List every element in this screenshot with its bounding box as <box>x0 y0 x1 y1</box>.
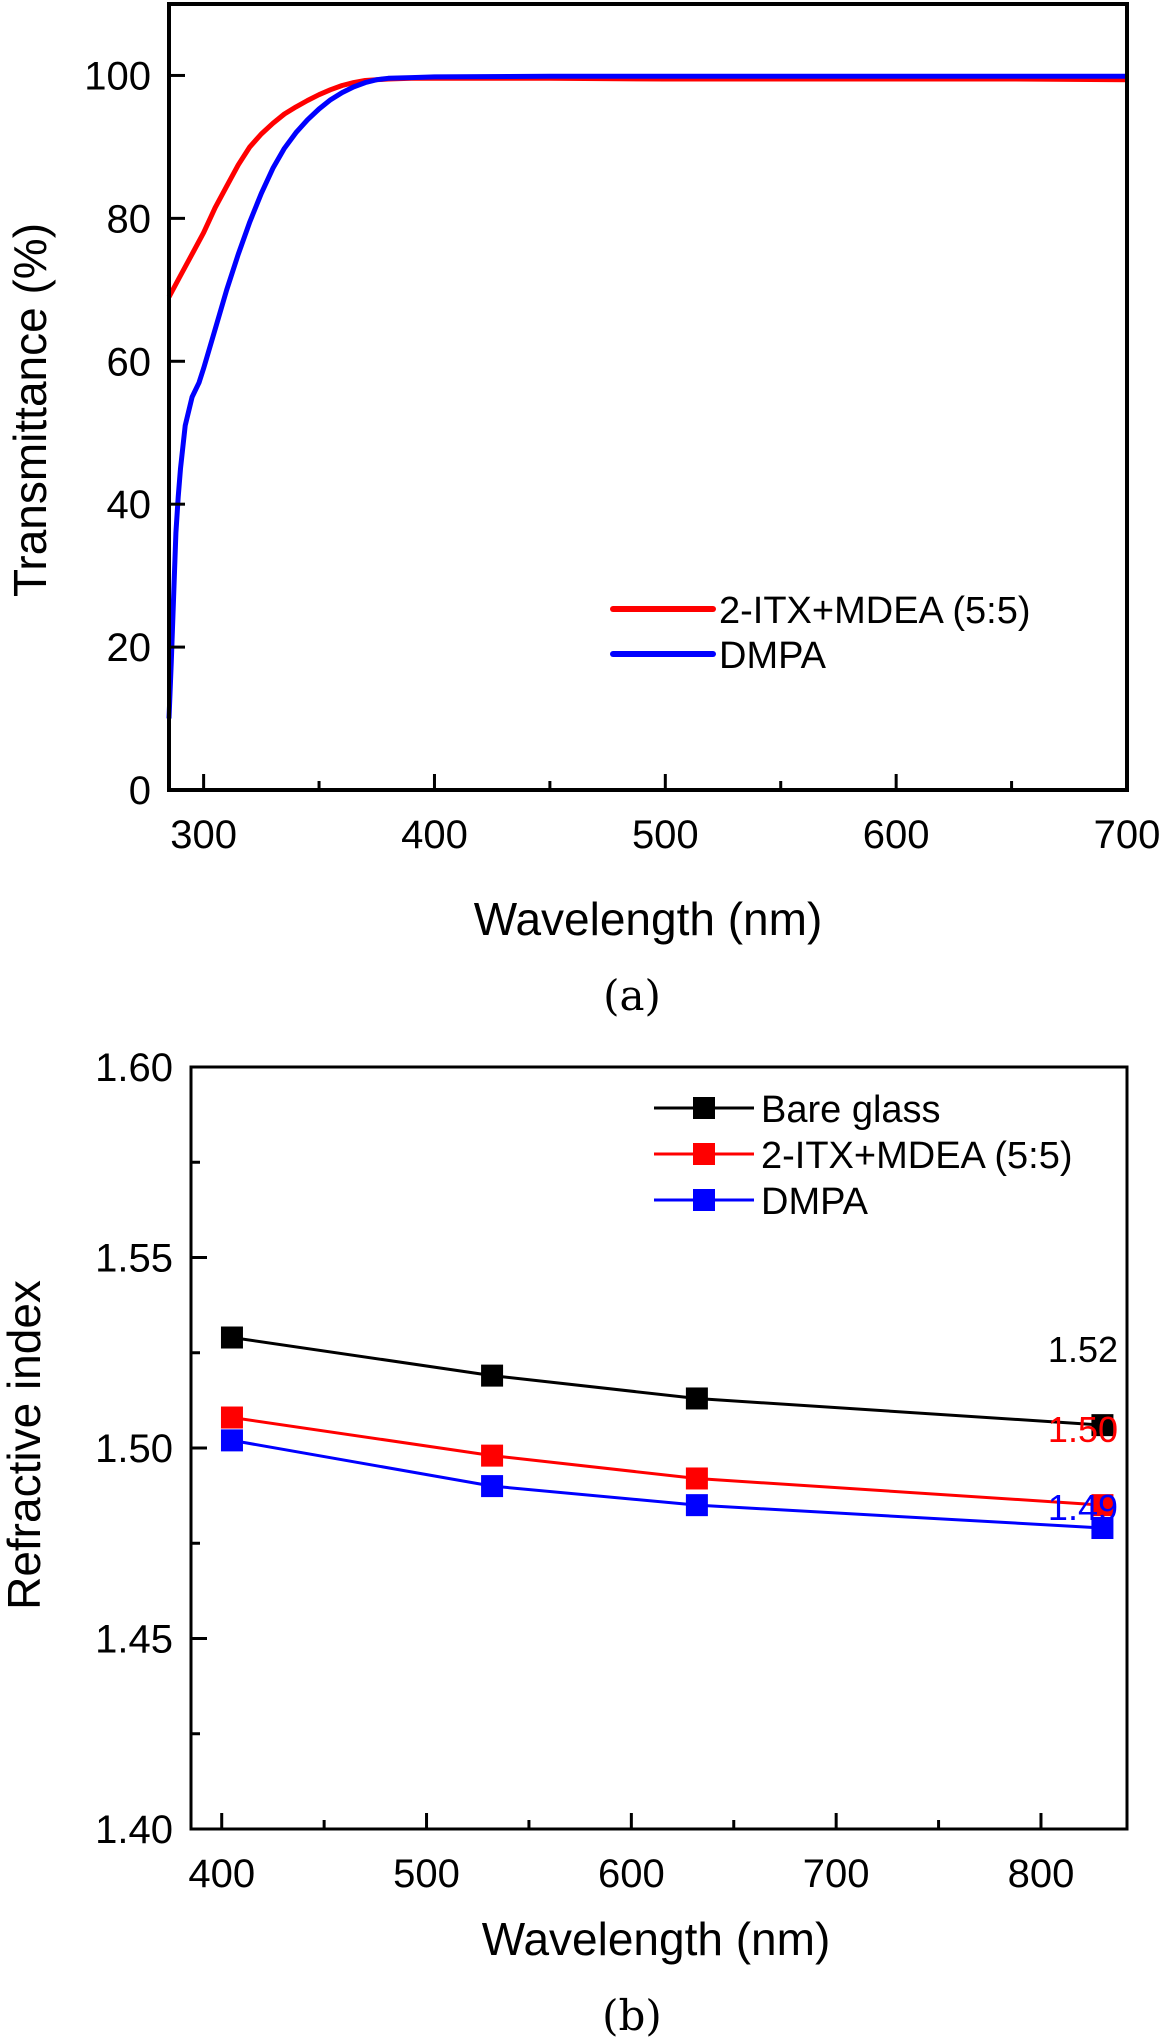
x-axis-ticks: 300 400 500 600 700 <box>170 774 1160 857</box>
data-point-marker <box>1091 1494 1114 1517</box>
x-tick-label: 400 <box>401 813 468 857</box>
legend-swatch-marker <box>693 1143 715 1165</box>
legend-label: Bare glass <box>761 1089 941 1131</box>
y-axis-ticks: 1.40 1.45 1.50 1.55 1.60 <box>95 1046 207 1852</box>
series-line <box>231 1416 1103 1507</box>
x-tick-label: 700 <box>1094 813 1161 857</box>
plot-area <box>220 1326 1114 1540</box>
data-point-marker <box>685 1494 708 1517</box>
plot-area <box>166 73 1128 719</box>
data-point-marker <box>685 1467 708 1490</box>
data-point-marker <box>220 1429 243 1452</box>
panel-a-transmittance-chart: 300 400 500 600 700 0 20 40 60 80 100 Wavelength … <box>4 2 1160 1020</box>
axes-border <box>189 1065 1129 1831</box>
value-annotation: 1.50 <box>1048 1409 1118 1450</box>
data-point-marker <box>481 1444 504 1467</box>
x-axis-ticks: 400 500 600 700 800 <box>188 1813 1074 1896</box>
data-point-marker <box>1091 1517 1114 1540</box>
x-tick-label: 800 <box>1008 1852 1075 1896</box>
series-line <box>231 1438 1103 1530</box>
x-tick-label: 600 <box>863 813 930 857</box>
y-tick-label: 1.45 <box>95 1618 173 1662</box>
data-point-marker <box>1091 1414 1114 1437</box>
data-point-marker <box>481 1364 504 1387</box>
legend-label: DMPA <box>719 635 827 677</box>
y-tick-label: 1.40 <box>95 1808 173 1852</box>
y-tick-label: 40 <box>107 483 152 527</box>
axes-frame <box>167 2 1129 792</box>
series-line-2itx-mdea <box>166 75 1128 299</box>
panel-caption-b: (b) <box>602 1991 662 2040</box>
x-tick-label: 400 <box>188 1852 255 1896</box>
data-point-marker <box>220 1326 243 1349</box>
y-tick-label: 20 <box>107 626 152 670</box>
value-annotations: 1.52 1.50 1.49 <box>1048 1329 1118 1528</box>
y-axis-title: Transmittance (%) <box>4 223 56 597</box>
x-axis-title: Wavelength (nm) <box>474 893 823 945</box>
panel-b-refractive-index-chart: 400 500 600 700 800 1.40 1.45 1.50 1.55 1.60 Wav… <box>0 1046 1129 2040</box>
legend-swatch-marker <box>693 1189 715 1211</box>
y-tick-label: 1.60 <box>95 1046 173 1090</box>
legend-label: 2-ITX+MDEA (5:5) <box>719 590 1030 632</box>
y-tick-label: 0 <box>129 769 151 813</box>
y-tick-label: 60 <box>107 340 152 384</box>
y-axis-title: Refractive index <box>0 1280 50 1610</box>
value-annotation: 1.52 <box>1048 1329 1118 1370</box>
x-tick-label: 500 <box>632 813 699 857</box>
y-tick-label: 100 <box>84 54 151 98</box>
x-tick-label: 500 <box>393 1852 460 1896</box>
data-point-marker <box>481 1475 504 1498</box>
axes-border <box>167 2 1129 792</box>
legend-label: DMPA <box>761 1181 869 1223</box>
y-axis-ticks: 0 20 40 60 80 100 <box>84 54 185 813</box>
x-tick-label: 300 <box>170 813 237 857</box>
series-line <box>231 1336 1103 1427</box>
axes-frame <box>189 1065 1129 1831</box>
y-tick-label: 1.50 <box>95 1427 173 1471</box>
data-point-marker <box>685 1387 708 1410</box>
x-axis-title: Wavelength (nm) <box>482 1913 831 1965</box>
legend-swatch-marker <box>693 1097 715 1119</box>
legend: 2-ITX+MDEA (5:5)DMPA <box>610 590 1030 677</box>
value-annotation: 1.49 <box>1048 1487 1118 1528</box>
x-tick-label: 700 <box>803 1852 870 1896</box>
x-tick-label: 600 <box>598 1852 665 1896</box>
data-point-marker <box>220 1406 243 1429</box>
y-tick-label: 1.55 <box>95 1237 173 1281</box>
y-tick-label: 80 <box>107 197 152 241</box>
series-line-dmpa <box>166 73 1127 719</box>
legend-label: 2-ITX+MDEA (5:5) <box>761 1135 1072 1177</box>
panel-caption-a: (a) <box>603 971 661 1020</box>
